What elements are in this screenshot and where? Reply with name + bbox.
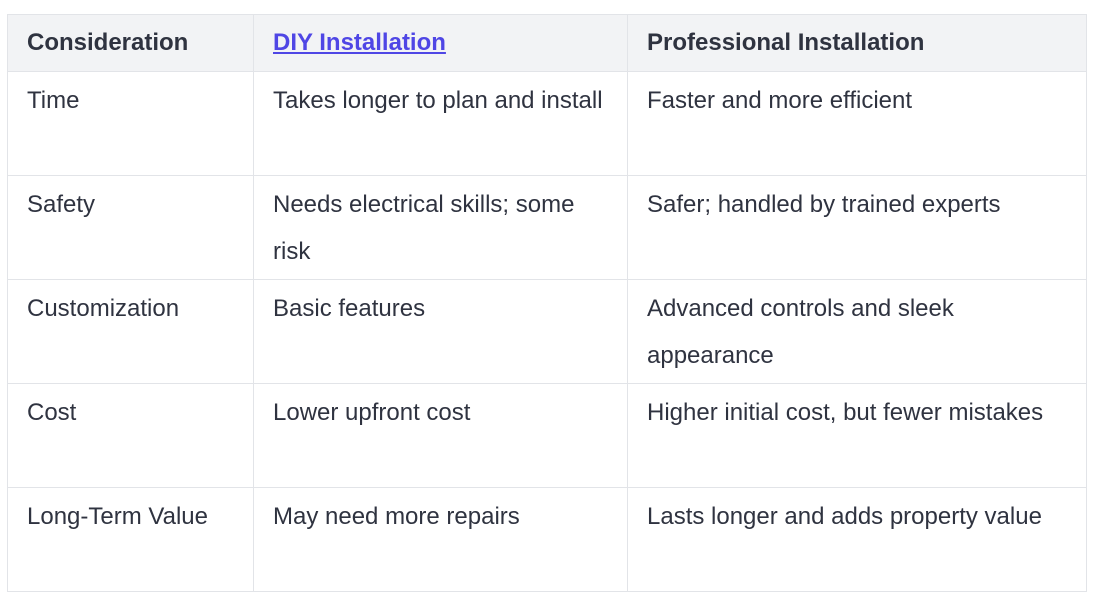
cell-professional: Advanced controls and sleek appearance (627, 279, 1087, 384)
cell-consideration: Time (7, 71, 254, 176)
cell-consideration: Long-Term Value (7, 487, 254, 592)
table-row: Safety Needs electrical skills; some risk… (7, 175, 1087, 280)
table-row: Long-Term Value May need more repairs Last… (7, 487, 1087, 592)
header-professional: Professional Installation (627, 14, 1087, 72)
cell-consideration: Customization (7, 279, 254, 384)
cell-diy: Basic features (253, 279, 628, 384)
comparison-table: Consideration DIY Installation Professio… (7, 14, 1087, 592)
header-diy: DIY Installation (253, 14, 628, 72)
cell-professional: Higher initial cost, but fewer mistakes (627, 383, 1087, 488)
header-row: Consideration DIY Installation Professio… (7, 14, 1087, 72)
table-row: Cost Lower upfront cost Higher initial cos… (7, 383, 1087, 488)
cell-diy: Takes longer to plan and install (253, 71, 628, 176)
cell-professional: Lasts longer and adds property value (627, 487, 1087, 592)
cell-diy: May need more repairs (253, 487, 628, 592)
cell-professional: Safer; handled by trained experts (627, 175, 1087, 280)
cell-professional: Faster and more efficient (627, 71, 1087, 176)
cell-diy: Lower upfront cost (253, 383, 628, 488)
cell-diy: Needs electrical skills; some risk (253, 175, 628, 280)
diy-installation-link[interactable]: DIY Installation (273, 29, 446, 56)
cell-consideration: Safety (7, 175, 254, 280)
header-consideration: Consideration (7, 14, 254, 72)
cell-consideration: Cost (7, 383, 254, 488)
table-row: Customization Basic features Advanced cont… (7, 279, 1087, 384)
table-row: Time Takes longer to plan and install Fast… (7, 71, 1087, 176)
